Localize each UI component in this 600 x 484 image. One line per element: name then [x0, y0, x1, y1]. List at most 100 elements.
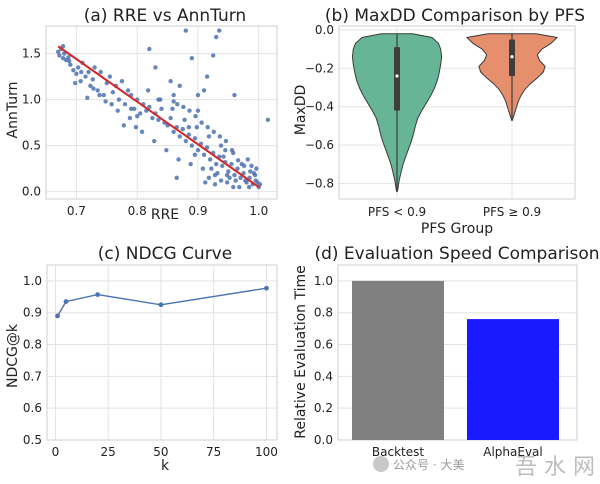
scatter-point	[159, 106, 164, 112]
scatter-point	[203, 180, 208, 185]
scatter-point	[194, 125, 199, 130]
scatter-point	[145, 88, 151, 93]
scatter-point	[217, 28, 222, 33]
scatter-point	[232, 172, 237, 178]
scatter-point	[241, 171, 246, 176]
scatter-point	[177, 83, 182, 89]
y-tick-label: 0.6	[23, 401, 42, 415]
scatter-point	[116, 97, 122, 102]
scatter-point	[90, 77, 96, 82]
scatter-point	[176, 157, 181, 162]
scatter-point	[232, 92, 237, 98]
x-tick-label: 25	[101, 445, 116, 459]
ndcg-series-line	[56, 287, 267, 317]
scatter-point	[147, 46, 152, 52]
scatter-point	[177, 134, 182, 139]
scatter-point	[192, 152, 198, 158]
scatter-point	[121, 123, 127, 128]
scatter-point	[133, 125, 139, 130]
panel-b-ylabel: MaxDD	[293, 85, 309, 136]
scatter-point	[186, 132, 192, 137]
scatter-point	[221, 154, 226, 159]
panel-ndcg-curve: (c) NDCG Curve k NDCG@k 0 25 50 75 100 0.5 0.6…	[5, 244, 278, 474]
scatter-point	[110, 90, 116, 95]
scatter-point	[122, 102, 128, 107]
panel-a-ylabel: AnnTurn	[5, 81, 21, 138]
scatter-point	[139, 129, 145, 135]
scatter-point	[180, 126, 185, 132]
ndcg-point	[158, 302, 164, 308]
panel-a-xlabel: RRE	[151, 207, 179, 223]
panel-c-ylabel: NDCG@k	[5, 323, 21, 388]
scatter-point	[218, 143, 224, 148]
scatter-point	[200, 166, 206, 171]
scatter-point	[220, 163, 225, 169]
trend-line	[57, 45, 260, 188]
scatter-point	[227, 175, 232, 181]
y-tick-label: −0.6	[305, 138, 334, 152]
scatter-point	[153, 65, 158, 70]
watermark-logo: 吾 水 网	[515, 455, 595, 480]
scatter-point	[265, 117, 271, 123]
scatter-point	[92, 65, 97, 70]
scatter-point	[88, 83, 93, 89]
scatter-point	[254, 166, 259, 171]
scatter-point	[115, 108, 120, 113]
bar-alphaeval	[467, 319, 559, 440]
panel-evaluation-speed: (d) Evaluation Speed Comparison Relative…	[293, 244, 600, 459]
scatter-point	[235, 166, 240, 171]
panel-c-xlabel: k	[161, 458, 170, 474]
panel-b-xlabel: PFS Group	[421, 221, 493, 237]
scatter-point	[168, 115, 173, 121]
scatter-point	[60, 56, 66, 61]
scatter-point	[214, 34, 219, 40]
watermark: 公众号 · 大美 吾 水 网	[373, 455, 595, 480]
y-tick-label: 0.0	[315, 23, 334, 37]
scatter-point	[171, 129, 176, 135]
scatter-point	[195, 148, 201, 153]
y-tick-label: 0.5	[23, 433, 42, 447]
ndcg-point	[264, 285, 269, 291]
panel-d-ylabel: Relative Evaluation Time	[293, 265, 309, 439]
scatter-point	[85, 95, 90, 100]
scatter-point	[237, 184, 242, 190]
scatter-point	[206, 175, 212, 181]
scatter-point	[205, 125, 210, 130]
scatter-point	[226, 169, 231, 174]
scatter-point	[188, 161, 193, 167]
scatter-point	[245, 157, 251, 162]
scatter-point	[181, 104, 186, 110]
scatter-point	[98, 69, 103, 75]
ndcg-point	[63, 299, 69, 304]
scatter-point	[150, 115, 155, 121]
scatter-point	[212, 182, 218, 187]
scatter-point	[119, 79, 125, 84]
y-tick-label: 0.5	[22, 139, 41, 153]
x-tick-label: AlphaEval	[483, 445, 543, 459]
x-tick-label: 0.7	[67, 204, 86, 218]
y-tick-label: 0.0	[22, 185, 41, 199]
scatter-point	[207, 157, 213, 162]
scatter-point	[97, 92, 102, 98]
y-tick-label: 1.0	[314, 274, 333, 288]
y-tick-label: 0.7	[23, 369, 42, 383]
scatter-point	[189, 143, 195, 148]
scatter-point	[66, 58, 72, 64]
scatter-point	[248, 169, 253, 174]
scatter-point	[103, 99, 108, 104]
y-tick-label: 0.9	[23, 306, 42, 320]
scatter-point	[204, 145, 210, 150]
violin-median	[395, 74, 399, 78]
scatter-point	[241, 163, 247, 169]
scatter-point	[78, 79, 83, 84]
y-tick-label: 0.0	[314, 433, 333, 447]
y-tick-label: −0.4	[305, 100, 334, 114]
scatter-point	[192, 136, 198, 141]
scatter-point	[91, 86, 96, 91]
scatter-point	[57, 53, 62, 58]
scatter-point	[109, 102, 114, 107]
scatter-point	[206, 134, 212, 139]
plot-frame	[337, 264, 578, 441]
scatter-point	[231, 184, 236, 190]
panel-maxdd-violin: (b) MaxDD Comparison by PFS PFS Group Ma…	[293, 6, 585, 237]
